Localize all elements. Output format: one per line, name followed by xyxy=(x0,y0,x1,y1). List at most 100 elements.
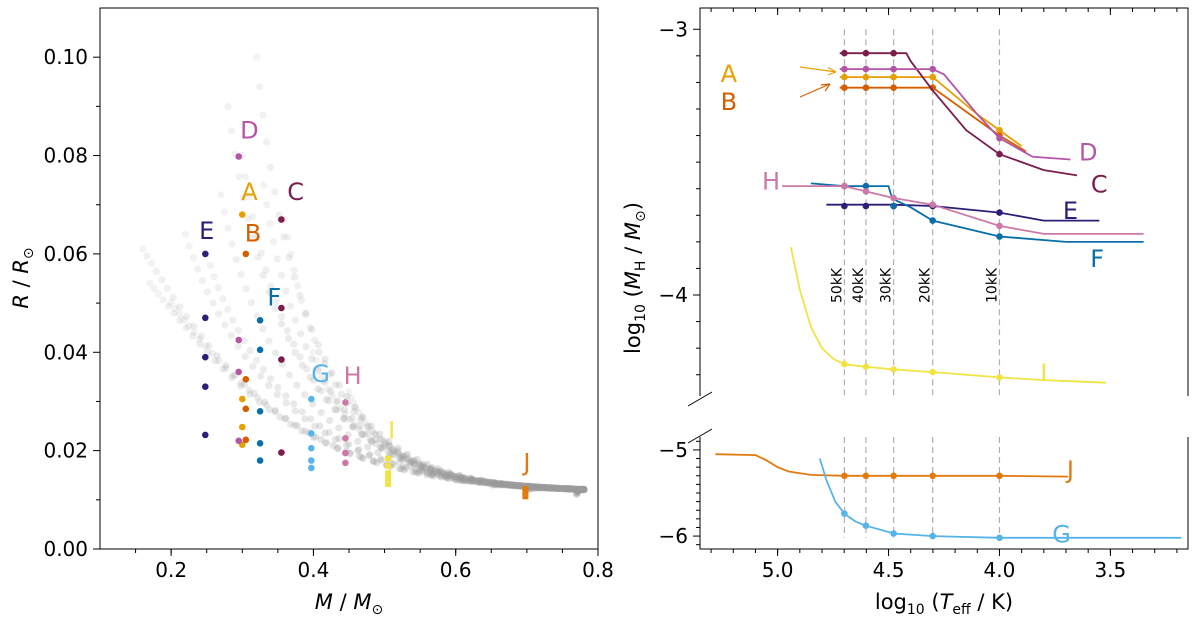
background-point xyxy=(350,399,358,407)
background-point xyxy=(355,452,364,460)
background-point xyxy=(345,440,353,448)
background-point xyxy=(208,349,216,357)
background-point xyxy=(415,460,423,468)
track-marker xyxy=(890,73,897,81)
background-point xyxy=(404,456,412,464)
background-point xyxy=(329,442,337,450)
background-point xyxy=(528,484,537,492)
background-point xyxy=(497,480,505,488)
background-point xyxy=(349,423,357,431)
background-point xyxy=(461,475,469,483)
background-point xyxy=(237,270,245,278)
background-point xyxy=(411,461,419,469)
background-point xyxy=(367,422,375,430)
background-point xyxy=(580,485,588,494)
background-point xyxy=(224,224,232,232)
y-tick-label: −3 xyxy=(659,17,688,41)
background-point xyxy=(331,435,340,443)
background-point xyxy=(277,271,285,279)
model-point xyxy=(256,440,264,447)
background-point xyxy=(513,482,521,490)
background-point xyxy=(273,390,281,398)
background-point xyxy=(547,484,555,492)
background-point xyxy=(485,479,493,487)
background-point xyxy=(260,181,268,189)
track-marker xyxy=(862,363,870,371)
background-point xyxy=(547,484,556,492)
background-point xyxy=(410,457,418,466)
background-point xyxy=(575,486,583,494)
temperature-label: 40kK xyxy=(851,267,867,303)
background-point xyxy=(271,188,279,196)
background-point xyxy=(453,472,461,480)
model-point xyxy=(522,486,529,492)
background-point xyxy=(246,390,254,398)
background-point xyxy=(563,485,571,493)
track-marker xyxy=(841,73,848,81)
background-point xyxy=(311,336,319,344)
hydrogen-mass-panel: 50kK 40kK 30kK 20kK 10kK AB CD EF G H I J 5.0 4.5 4.… xyxy=(621,7,1189,618)
background-point xyxy=(515,482,523,490)
background-point xyxy=(499,481,508,489)
background-point xyxy=(476,478,484,486)
background-point xyxy=(377,455,385,463)
background-point xyxy=(376,435,384,443)
background-point xyxy=(580,485,588,494)
background-point xyxy=(493,480,501,488)
background-point xyxy=(543,484,551,492)
background-point xyxy=(389,460,397,468)
background-point xyxy=(395,458,403,466)
track-marker xyxy=(996,233,1003,240)
background-point xyxy=(565,485,573,493)
background-point xyxy=(531,483,539,491)
background-point xyxy=(427,465,435,473)
background-point xyxy=(361,418,369,426)
background-point xyxy=(544,484,552,492)
background-point xyxy=(555,484,563,492)
background-point xyxy=(417,462,425,470)
background-point xyxy=(364,443,372,451)
x-tick-label: 4.5 xyxy=(873,558,905,582)
background-point xyxy=(565,485,573,493)
model-point xyxy=(239,423,246,431)
background-point xyxy=(426,466,435,474)
background-point xyxy=(426,466,434,474)
background-point xyxy=(527,483,535,491)
background-point xyxy=(256,83,264,91)
left-y-axis-label: R / R⊙ xyxy=(9,247,37,308)
background-point xyxy=(257,372,265,380)
background-point xyxy=(291,316,299,324)
background-point xyxy=(488,481,496,489)
background-point xyxy=(502,481,510,489)
background-point xyxy=(566,485,574,493)
background-point xyxy=(475,478,483,486)
background-point xyxy=(263,201,271,209)
track-marker xyxy=(841,202,848,210)
background-point xyxy=(335,381,343,389)
track-marker xyxy=(862,202,870,210)
background-point xyxy=(291,407,299,415)
background-point xyxy=(540,484,548,492)
background-point xyxy=(215,310,223,318)
background-point xyxy=(476,478,484,486)
background-point xyxy=(580,485,588,494)
background-point xyxy=(210,273,218,281)
background-point xyxy=(580,485,588,494)
model-point xyxy=(522,490,529,496)
background-point xyxy=(507,481,515,489)
background-point xyxy=(397,455,405,463)
background-point xyxy=(410,460,418,468)
left-y-ticks: 0.00 0.02 0.04 0.06 0.08 0.10 xyxy=(43,45,100,561)
background-point xyxy=(578,485,586,494)
track-marker xyxy=(862,182,870,190)
background-point xyxy=(254,253,262,261)
x-tick-label: 5.0 xyxy=(762,558,794,582)
background-point xyxy=(440,470,448,478)
background-point xyxy=(530,483,538,491)
background-point xyxy=(487,479,495,487)
background-point xyxy=(262,401,270,409)
background-point xyxy=(421,462,429,471)
background-point xyxy=(377,456,385,464)
background-point xyxy=(213,352,221,360)
model-point xyxy=(235,336,242,344)
